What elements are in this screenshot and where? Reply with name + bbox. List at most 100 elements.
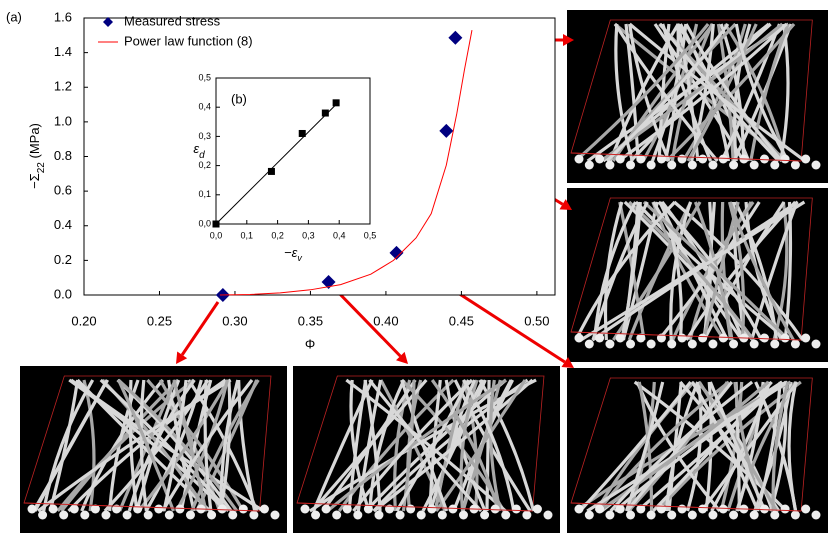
fiber-end	[646, 339, 656, 349]
fiber-end	[780, 504, 790, 514]
fiber-end	[729, 339, 739, 349]
fiber-end	[615, 504, 625, 514]
fiber-end	[811, 160, 821, 170]
fiber	[719, 23, 746, 162]
x-tick-label: 0.50	[524, 313, 549, 328]
fiber	[720, 23, 781, 162]
arrow-head	[563, 34, 574, 46]
fiber-end	[595, 504, 605, 514]
fiber	[659, 201, 683, 341]
fiber-end	[522, 510, 532, 520]
y-tick-label: 1.4	[54, 44, 72, 59]
fiber-end	[656, 154, 666, 164]
x-tick-label: 0.35	[298, 313, 323, 328]
fiber-end	[543, 510, 553, 520]
label-part: 22	[36, 162, 47, 174]
fiber	[665, 22, 796, 163]
fiber	[625, 381, 734, 513]
fiber-end	[759, 154, 769, 164]
bounding-box	[570, 331, 802, 341]
fiber	[395, 379, 470, 512]
bounding-box	[570, 502, 802, 512]
y-tick-label: 0.6	[54, 183, 72, 198]
fiber-end	[698, 154, 708, 164]
fiber-end	[677, 333, 687, 343]
fiber	[135, 379, 181, 512]
fiber	[686, 23, 758, 162]
fiber	[162, 379, 188, 512]
legend-label: Measured stress	[124, 13, 221, 28]
plot-frame	[215, 77, 371, 225]
fiber-end	[708, 510, 718, 520]
data-point	[332, 99, 340, 107]
fiber	[691, 381, 760, 512]
data-point	[267, 167, 275, 175]
label-part: ε	[193, 141, 199, 156]
fiber-end	[729, 510, 739, 520]
bounding-box	[296, 502, 533, 512]
y-tick-label: 0.8	[54, 148, 72, 163]
fiber-end	[708, 339, 718, 349]
fiber-end	[667, 510, 677, 520]
fiber	[368, 379, 483, 513]
data-point	[321, 109, 329, 117]
axis-label: −Σ22 (MPa)	[27, 123, 47, 189]
x-tick-label: 0,2	[271, 230, 284, 240]
fiber-end	[636, 333, 646, 343]
fiber	[345, 378, 507, 513]
fiber-end	[217, 504, 227, 514]
fiber	[621, 201, 640, 341]
fiber-end	[790, 160, 800, 170]
x-tick-label: 0.45	[449, 313, 474, 328]
fiber	[613, 23, 719, 163]
label-part: (MPa)	[27, 123, 42, 162]
x-tick-label: 0,0	[210, 230, 223, 240]
fiber	[99, 378, 230, 513]
fiber	[462, 379, 516, 512]
arrow-head	[396, 351, 408, 364]
fiber	[625, 381, 665, 512]
fiber	[735, 381, 765, 512]
fiber	[756, 381, 782, 512]
fiber	[146, 378, 245, 512]
fiber	[624, 23, 640, 162]
fiber-end	[532, 504, 542, 514]
fiber-end	[615, 154, 625, 164]
label-part: −Σ	[27, 173, 42, 189]
fiber	[637, 381, 654, 512]
fiber-end	[636, 504, 646, 514]
fiber-end	[458, 510, 468, 520]
fiber	[103, 379, 210, 513]
panel-label: (a)	[6, 9, 22, 24]
fiber-end	[164, 510, 174, 520]
fiber-image	[567, 10, 828, 183]
fiber-end	[353, 510, 363, 520]
fiber	[430, 379, 500, 512]
fiber	[700, 381, 799, 512]
arrow-head	[559, 199, 572, 210]
fiber-end	[605, 160, 615, 170]
fiber-end	[406, 504, 416, 514]
fiber	[56, 378, 195, 513]
arrow-head	[561, 356, 574, 368]
bounding-box	[23, 502, 260, 512]
series-line	[215, 101, 340, 225]
fiber-end	[480, 510, 490, 520]
fiber-end	[311, 510, 321, 520]
fiber	[779, 23, 790, 162]
fiber	[190, 379, 260, 512]
fiber-end	[437, 510, 447, 520]
fiber	[352, 378, 474, 512]
fiber-end	[122, 510, 132, 520]
fiber-end	[780, 333, 790, 343]
y-tick-label: 0.4	[54, 217, 72, 232]
fiber-end	[770, 339, 780, 349]
fiber-end	[300, 504, 310, 514]
fiber	[574, 22, 710, 163]
fiber-end	[584, 160, 594, 170]
fiber	[628, 22, 807, 163]
fiber	[368, 379, 406, 512]
arrow	[332, 286, 402, 358]
x-tick-label: 0,3	[302, 230, 315, 240]
fiber-end	[646, 160, 656, 170]
